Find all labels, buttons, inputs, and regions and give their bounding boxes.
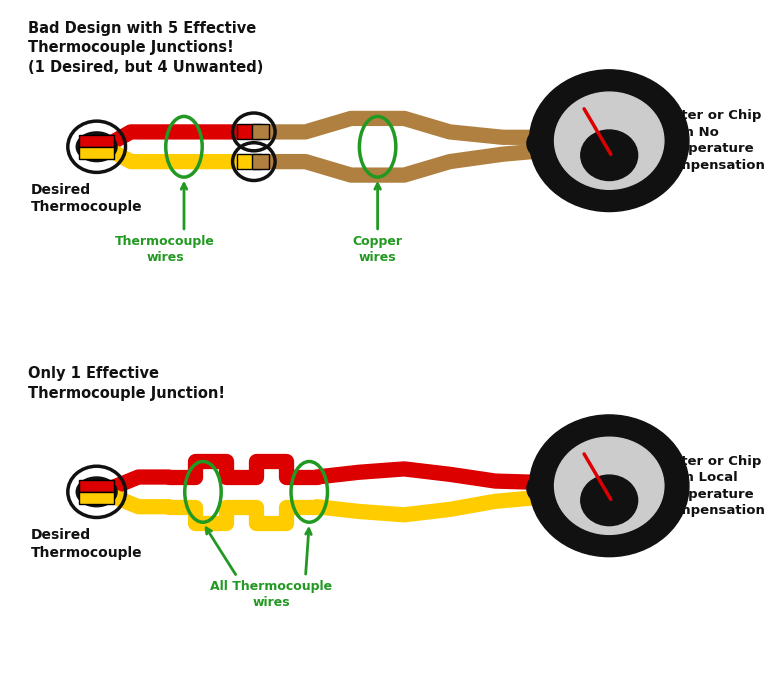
Text: Only 1 Effective
Thermocouple Junction!: Only 1 Effective Thermocouple Junction! [28, 366, 226, 400]
Text: Desired
Thermocouple: Desired Thermocouple [30, 528, 142, 559]
Text: All Thermocouple
wires: All Thermocouple wires [210, 580, 332, 609]
Text: Desired
Thermocouple: Desired Thermocouple [30, 183, 142, 214]
Ellipse shape [77, 477, 117, 506]
FancyBboxPatch shape [542, 127, 571, 140]
FancyBboxPatch shape [542, 472, 571, 485]
FancyBboxPatch shape [79, 134, 114, 147]
FancyBboxPatch shape [252, 125, 269, 139]
FancyBboxPatch shape [79, 147, 114, 159]
Text: Copper
wires: Copper wires [352, 235, 402, 264]
Circle shape [580, 475, 638, 526]
FancyBboxPatch shape [252, 154, 269, 169]
FancyBboxPatch shape [542, 140, 571, 153]
FancyBboxPatch shape [237, 125, 261, 139]
Circle shape [555, 92, 664, 189]
FancyBboxPatch shape [237, 154, 261, 169]
Text: Bad Design with 5 Effective
Thermocouple Junctions!
(1 Desired, but 4 Unwanted): Bad Design with 5 Effective Thermocouple… [28, 21, 264, 75]
Text: Meter or Chip
With Local
Temperature
Compensation: Meter or Chip With Local Temperature Com… [658, 454, 766, 517]
Text: Thermocouple
wires: Thermocouple wires [115, 235, 215, 264]
Circle shape [580, 130, 638, 181]
FancyBboxPatch shape [542, 485, 571, 498]
FancyBboxPatch shape [79, 492, 114, 504]
Circle shape [555, 438, 664, 534]
FancyBboxPatch shape [79, 480, 114, 492]
Ellipse shape [77, 132, 117, 161]
Circle shape [530, 70, 689, 211]
Circle shape [530, 415, 689, 556]
Text: Meter or Chip
With No
Temperature
Compensation: Meter or Chip With No Temperature Compen… [658, 109, 766, 172]
